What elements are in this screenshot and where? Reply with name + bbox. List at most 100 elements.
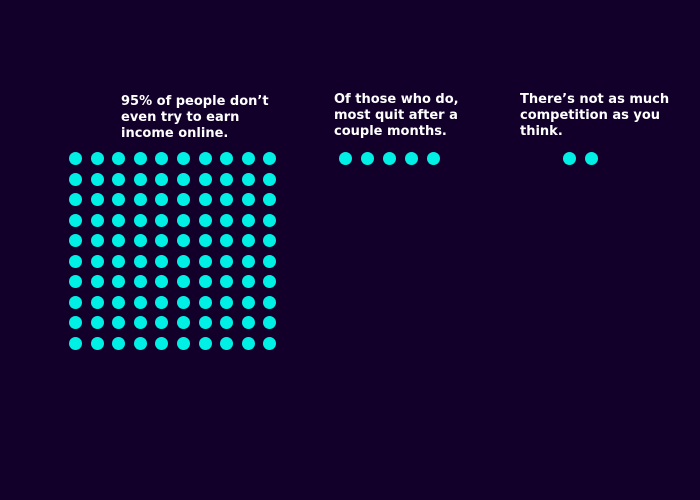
- person-dot: [263, 234, 277, 247]
- person-dot: [241, 152, 255, 165]
- person-dot: [176, 275, 190, 288]
- dot-grid-who-try: [339, 152, 440, 165]
- person-dot: [155, 172, 169, 186]
- person-dot: [133, 234, 147, 247]
- person-dot: [339, 152, 352, 165]
- person-dot: [112, 275, 126, 288]
- person-dot: [112, 172, 126, 186]
- person-dot: [155, 275, 169, 288]
- person-dot: [220, 316, 234, 329]
- person-dot: [133, 152, 147, 165]
- person-dot: [90, 275, 104, 288]
- person-dot: [198, 316, 212, 329]
- person-dot: [155, 254, 169, 268]
- person-dot: [112, 234, 126, 247]
- person-dot: [176, 316, 190, 329]
- person-dot: [69, 254, 82, 268]
- person-dot: [220, 275, 234, 288]
- person-dot: [383, 152, 396, 165]
- person-dot: [241, 254, 255, 268]
- person-dot: [263, 172, 277, 186]
- person-dot: [176, 234, 190, 247]
- person-dot: [69, 295, 82, 309]
- person-dot: [198, 275, 212, 288]
- person-dot: [69, 234, 82, 247]
- person-dot: [155, 234, 169, 247]
- person-dot: [90, 254, 104, 268]
- person-dot: [220, 336, 234, 350]
- person-dot: [90, 213, 104, 227]
- person-dot: [198, 234, 212, 247]
- person-dot: [220, 254, 234, 268]
- person-dot: [405, 152, 418, 165]
- person-dot: [220, 193, 234, 206]
- person-dot: [90, 234, 104, 247]
- person-dot: [198, 193, 212, 206]
- person-dot: [176, 193, 190, 206]
- person-dot: [133, 172, 147, 186]
- person-dot: [241, 295, 255, 309]
- person-dot: [241, 193, 255, 206]
- person-dot: [263, 275, 277, 288]
- caption-most-quit: Of those who do, most quit after a coupl…: [334, 92, 459, 139]
- person-dot: [155, 295, 169, 309]
- person-dot: [133, 213, 147, 227]
- person-dot: [69, 172, 82, 186]
- person-dot: [133, 295, 147, 309]
- person-dot: [133, 193, 147, 206]
- person-dot: [90, 172, 104, 186]
- person-dot: [90, 295, 104, 309]
- person-dot: [176, 213, 190, 227]
- person-dot: [155, 213, 169, 227]
- person-dot: [263, 295, 277, 309]
- person-dot: [155, 336, 169, 350]
- person-dot: [155, 316, 169, 329]
- person-dot: [112, 254, 126, 268]
- person-dot: [361, 152, 374, 165]
- person-dot: [220, 172, 234, 186]
- person-dot: [263, 254, 277, 268]
- person-dot: [263, 336, 277, 350]
- person-dot: [133, 336, 147, 350]
- person-dot: [198, 152, 212, 165]
- dot-grid-all-people: [69, 152, 277, 350]
- person-dot: [112, 316, 126, 329]
- person-dot: [241, 234, 255, 247]
- person-dot: [563, 152, 576, 165]
- person-dot: [241, 213, 255, 227]
- person-dot: [176, 152, 190, 165]
- dot-grid-who-stay: [563, 152, 598, 165]
- person-dot: [241, 172, 255, 186]
- person-dot: [90, 316, 104, 329]
- caption-competition: There’s not as much competition as you t…: [520, 92, 670, 139]
- person-dot: [220, 295, 234, 309]
- person-dot: [176, 336, 190, 350]
- person-dot: [69, 316, 82, 329]
- person-dot: [90, 152, 104, 165]
- person-dot: [155, 193, 169, 206]
- person-dot: [112, 336, 126, 350]
- person-dot: [176, 295, 190, 309]
- person-dot: [133, 275, 147, 288]
- person-dot: [69, 193, 82, 206]
- person-dot: [198, 336, 212, 350]
- person-dot: [198, 213, 212, 227]
- person-dot: [112, 295, 126, 309]
- person-dot: [112, 152, 126, 165]
- person-dot: [176, 254, 190, 268]
- person-dot: [90, 193, 104, 206]
- person-dot: [133, 254, 147, 268]
- person-dot: [112, 193, 126, 206]
- person-dot: [198, 172, 212, 186]
- person-dot: [585, 152, 598, 165]
- person-dot: [241, 336, 255, 350]
- person-dot: [90, 336, 104, 350]
- person-dot: [176, 172, 190, 186]
- person-dot: [112, 213, 126, 227]
- caption-most-people: 95% of people don’t even try to earn inc…: [121, 94, 269, 141]
- person-dot: [133, 316, 147, 329]
- person-dot: [198, 254, 212, 268]
- person-dot: [263, 213, 277, 227]
- person-dot: [155, 152, 169, 165]
- person-dot: [263, 316, 277, 329]
